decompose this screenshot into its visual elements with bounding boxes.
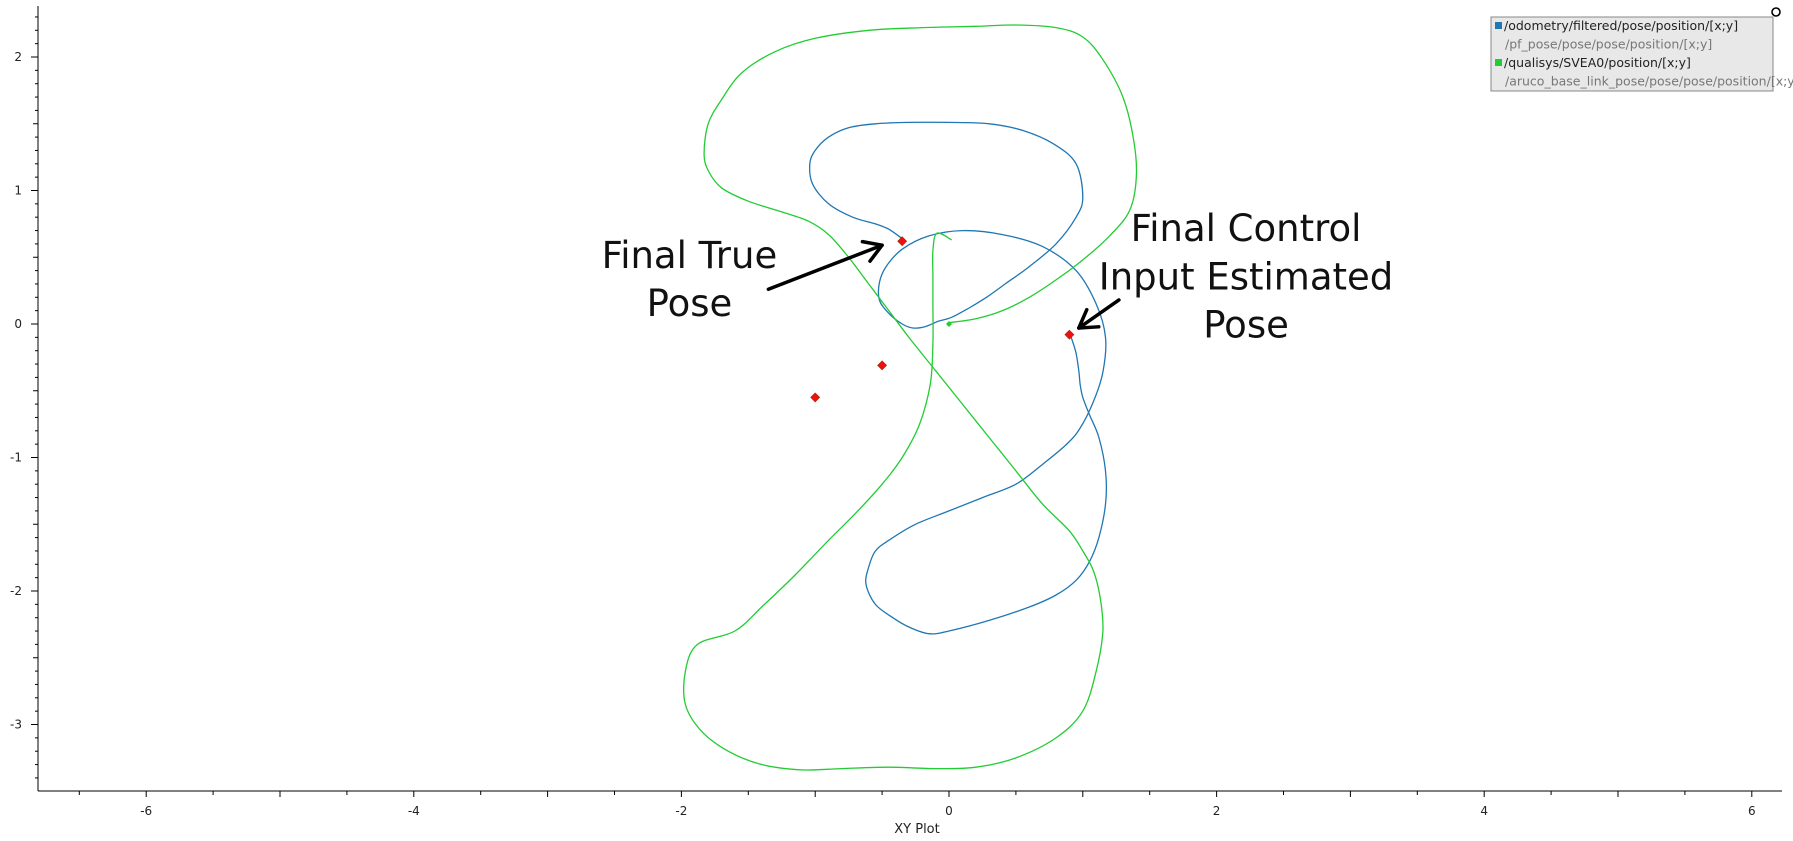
legend-swatch[interactable] xyxy=(1495,22,1502,29)
aruco-pose-marker xyxy=(810,392,821,403)
y-tick-label: 0 xyxy=(14,317,22,331)
y-tick-label: -2 xyxy=(10,584,22,598)
legend-entry[interactable]: /pf_pose/pose/pose/position/[x;y] xyxy=(1505,37,1712,52)
y-tick-label: -1 xyxy=(10,451,22,465)
aruco-pose-marker xyxy=(1064,329,1075,340)
series-line-0 xyxy=(808,121,1108,635)
annotation-true-pose-line: Final True xyxy=(602,234,778,277)
annotation-true-pose-arrowhead-icon xyxy=(860,239,884,263)
y-tick-label: 1 xyxy=(14,184,22,198)
x-tick-label: 4 xyxy=(1480,804,1488,818)
series-group xyxy=(682,24,1138,771)
legend-box xyxy=(1490,16,1774,92)
legend-entry[interactable]: /qualisys/SVEA0/position/[x;y] xyxy=(1504,55,1691,70)
aruco-pose-marker xyxy=(877,360,888,371)
x-tick-label: -6 xyxy=(140,804,152,818)
annotation-control-pose-arrowhead-icon xyxy=(1077,307,1101,330)
annotations: Final True Pose Final Control Input Estimat… xyxy=(602,207,1394,346)
legend-entry[interactable]: /odometry/filtered/pose/position/[x;y] xyxy=(1504,18,1738,33)
annotation-true-pose-line: Pose xyxy=(647,282,733,325)
x-tick-label: 0 xyxy=(945,804,953,818)
x-tick-label: 6 xyxy=(1748,804,1756,818)
aruco-pose-marker xyxy=(897,236,908,247)
start-pose-marker xyxy=(946,321,952,327)
annotation-true-pose-arrow xyxy=(766,243,884,292)
series-line-2 xyxy=(682,24,1138,771)
y-tick-label: -3 xyxy=(10,718,22,732)
annotation-control-pose-line: Pose xyxy=(1203,303,1289,346)
y-tick-label: 2 xyxy=(14,50,22,64)
axes: -6 -4 -2 0 2 4 6 2 1 0 -1 -2 -3 XY Plot xyxy=(10,6,1782,837)
corner-handle-icon[interactable] xyxy=(1771,7,1781,17)
annotation-control-pose-line: Final Control xyxy=(1131,207,1362,250)
legend[interactable]: /odometry/filtered/pose/position/[x;y] /p… xyxy=(1490,16,1793,92)
legend-swatch[interactable] xyxy=(1495,59,1502,66)
x-tick-label: -4 xyxy=(408,804,420,818)
legend-entry[interactable]: /aruco_base_link_pose/pose/pose/position… xyxy=(1505,74,1793,89)
annotation-control-pose-line: Input Estimated xyxy=(1099,255,1393,298)
x-axis-title: XY Plot xyxy=(894,822,939,837)
x-tick-label: 2 xyxy=(1213,804,1221,818)
x-tick-label: -2 xyxy=(675,804,687,818)
annotation-control-pose-arrow xyxy=(1077,298,1121,330)
